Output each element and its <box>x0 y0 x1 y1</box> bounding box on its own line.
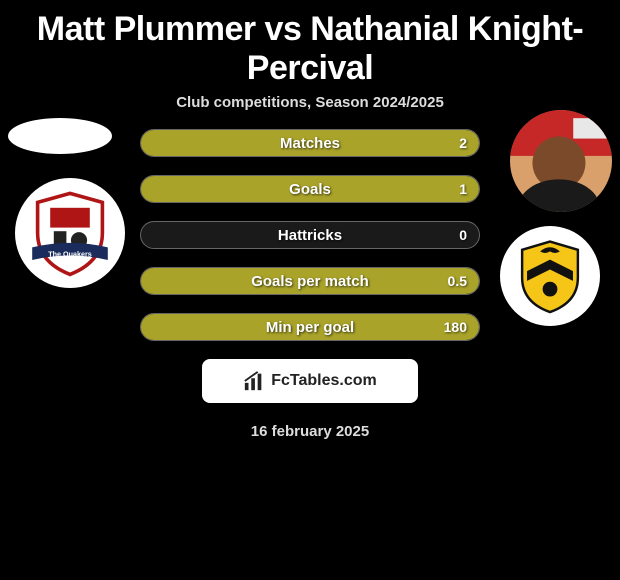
stat-bar-goals: Goals1 <box>140 175 480 203</box>
brand-text: FcTables.com <box>271 372 377 390</box>
club-left-crest: The Quakers <box>15 178 125 288</box>
bar-label: Goals per match <box>141 273 479 290</box>
shield-icon: The Quakers <box>25 188 115 278</box>
player-right-avatar <box>510 110 612 212</box>
stats-bars: Matches2 Goals1 Hattricks0 Goals per match0… <box>140 129 480 341</box>
shield-icon <box>509 235 591 317</box>
bar-label: Goals <box>141 181 479 198</box>
bar-label: Min per goal <box>141 319 479 336</box>
stat-bar-hattricks: Hattricks0 <box>140 221 480 249</box>
stat-bar-matches: Matches2 <box>140 129 480 157</box>
club-right-crest <box>500 226 600 326</box>
chart-icon <box>243 370 265 392</box>
avatar-icon <box>510 110 612 212</box>
player-left-avatar <box>8 118 112 154</box>
bar-label: Hattricks <box>141 227 479 244</box>
brand-badge[interactable]: FcTables.com <box>202 359 418 403</box>
svg-text:The Quakers: The Quakers <box>48 249 92 258</box>
page-title: Matt Plummer vs Nathanial Knight-Perciva… <box>0 0 620 94</box>
bar-label: Matches <box>141 135 479 152</box>
date-text: 16 february 2025 <box>0 423 620 440</box>
stat-bar-goals-per-match: Goals per match0.5 <box>140 267 480 295</box>
stat-bar-min-per-goal: Min per goal180 <box>140 313 480 341</box>
